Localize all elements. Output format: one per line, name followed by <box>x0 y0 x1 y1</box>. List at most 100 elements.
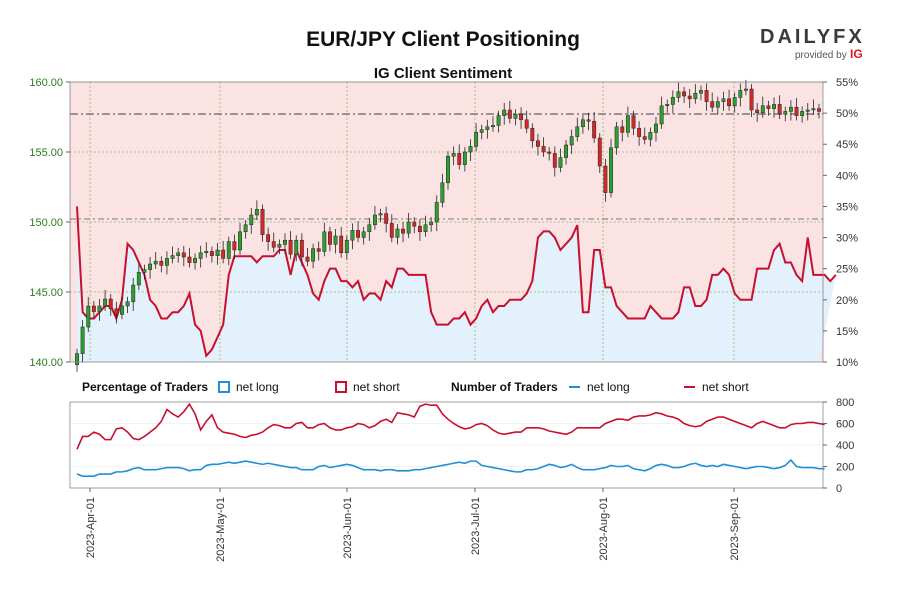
right-tick-label: 35% <box>836 201 858 213</box>
count-tick-label: 200 <box>836 462 854 474</box>
count-tick-label: 600 <box>836 419 854 431</box>
candle-body <box>541 146 546 153</box>
candle <box>614 121 619 155</box>
candle <box>406 212 411 239</box>
right-tick-label: 25% <box>836 264 858 276</box>
legend-long-pct-swatch <box>218 381 230 393</box>
candle <box>654 117 658 142</box>
left-tick-label: 145.00 <box>29 287 63 299</box>
candle-body <box>165 258 169 266</box>
candle <box>597 133 602 173</box>
candle-body <box>670 97 675 105</box>
candle <box>457 144 462 170</box>
date-tick-label: 2023-Jul-01 <box>470 497 482 555</box>
date-tick-label: 2023-Sep-01 <box>729 497 741 561</box>
candle <box>670 90 675 114</box>
candle-body <box>575 126 580 137</box>
candle-body <box>311 248 316 262</box>
candle-body <box>451 153 456 157</box>
candle-body <box>429 221 434 226</box>
candle-body <box>249 214 254 226</box>
candle-body <box>187 256 192 263</box>
candle <box>552 146 557 177</box>
candle-body <box>221 249 226 259</box>
candle-body <box>316 248 321 252</box>
candle <box>491 116 495 132</box>
candle-body <box>378 213 383 216</box>
candle <box>249 208 254 234</box>
candle-body <box>715 101 720 108</box>
candle <box>114 301 119 324</box>
candle <box>277 239 282 255</box>
candle <box>496 110 501 133</box>
candle-body <box>260 209 265 235</box>
candle <box>204 242 209 258</box>
candle <box>412 217 417 234</box>
candle <box>395 224 400 245</box>
candle <box>339 226 344 258</box>
candle <box>738 83 743 107</box>
candle-body <box>727 98 731 107</box>
candle-body <box>97 305 102 312</box>
candle-body <box>176 252 181 256</box>
count-tick-label: 800 <box>836 397 854 409</box>
candle-body <box>80 326 85 354</box>
candle-body <box>620 126 625 133</box>
candle-body <box>446 155 450 184</box>
logo-ig: IG <box>850 47 863 61</box>
candle <box>811 99 816 115</box>
candle-body <box>440 182 445 203</box>
candle-body <box>777 104 782 115</box>
candle <box>165 251 169 275</box>
candle <box>772 97 776 118</box>
candle-body <box>496 115 501 126</box>
candle <box>760 96 765 118</box>
candle-body <box>170 255 175 259</box>
candle <box>524 110 529 134</box>
candle <box>136 263 141 290</box>
candle-body <box>547 151 552 154</box>
candle <box>569 129 574 155</box>
candle-body <box>805 109 810 112</box>
candle <box>97 299 102 321</box>
candle-body <box>800 111 805 116</box>
net-long-area <box>77 206 836 362</box>
candle-body <box>204 251 209 254</box>
candle <box>356 221 360 243</box>
date-tick-label: 2023-Jun-01 <box>342 497 354 559</box>
candle <box>755 103 760 122</box>
candle <box>187 247 192 268</box>
candle-body <box>412 221 417 227</box>
candle-body <box>564 144 568 158</box>
candle <box>676 82 681 103</box>
candle <box>367 217 372 241</box>
candle-body <box>811 108 816 111</box>
candle <box>659 96 664 129</box>
candle-body <box>704 90 709 102</box>
candle-body <box>743 88 748 91</box>
candle <box>519 107 524 129</box>
candle <box>648 127 653 147</box>
candle-body <box>328 231 332 245</box>
candle <box>176 247 181 263</box>
candle-body <box>676 91 681 98</box>
candle-body <box>238 231 242 251</box>
net-long-count-line <box>76 458 825 477</box>
left-tick-label: 140.00 <box>29 357 63 369</box>
candle-body <box>423 224 428 233</box>
candle-body <box>485 126 490 130</box>
candle <box>468 139 473 162</box>
candle <box>417 219 422 241</box>
candle <box>384 206 389 233</box>
candle <box>305 247 310 267</box>
candle-body <box>277 244 282 248</box>
candle <box>541 137 546 157</box>
candle-body <box>625 115 630 133</box>
candle-body <box>530 127 535 142</box>
candle <box>372 205 377 230</box>
candle <box>788 100 793 121</box>
right-tick-label: 30% <box>836 233 858 245</box>
candle <box>125 296 130 313</box>
candle-body <box>361 231 366 238</box>
candle <box>507 100 512 124</box>
